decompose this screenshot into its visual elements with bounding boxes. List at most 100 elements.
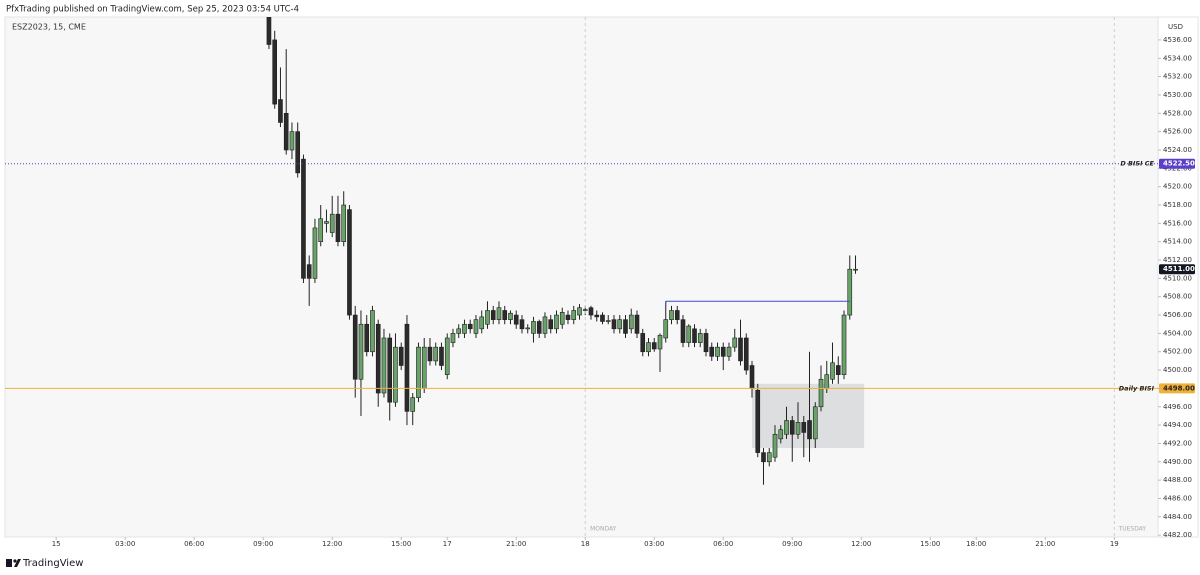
candle-body [404, 323, 410, 412]
last-price-tag [1159, 264, 1195, 275]
level-name: Daily BISI [1119, 384, 1155, 392]
candle-body [577, 307, 582, 316]
candle-body [657, 334, 663, 350]
price-axis [1157, 16, 1199, 538]
candle-body [427, 346, 433, 362]
candle-body [450, 333, 456, 343]
candle-body [651, 342, 657, 350]
candle-body [807, 420, 812, 440]
y-tick-label: 4534.00 [1163, 54, 1192, 62]
x-tick-label: 17 [443, 540, 452, 548]
y-tick-label: 4490.00 [1163, 458, 1192, 466]
y-tick-label: 4504.00 [1163, 329, 1192, 337]
candle-body [283, 112, 289, 151]
candle-body [347, 209, 352, 316]
candle-body [358, 323, 364, 380]
candle-body [525, 327, 531, 330]
candle-body [812, 406, 818, 440]
plot-area [4, 16, 1159, 538]
candle-body [789, 420, 795, 435]
candle-body [565, 314, 571, 320]
level-tag [1159, 383, 1195, 394]
x-tick-label: 12:00 [322, 540, 342, 548]
candle-body [519, 319, 525, 330]
x-tick-label: 09:00 [782, 540, 802, 548]
y-tick-label: 4488.00 [1163, 476, 1192, 484]
candle-body [289, 131, 295, 151]
candle-body [306, 264, 312, 279]
candle-body [720, 346, 726, 357]
y-tick-label: 4524.00 [1163, 146, 1192, 154]
x-tick-label: 15:00 [391, 540, 411, 548]
y-tick-label: 4528.00 [1163, 109, 1192, 117]
y-tick-label: 4508.00 [1163, 293, 1192, 301]
x-tick-label: 18:00 [966, 540, 986, 548]
x-tick-label: 12:00 [851, 540, 871, 548]
candle-body [824, 374, 830, 389]
x-tick-label: 15 [52, 540, 61, 548]
candle-body [818, 378, 824, 408]
candle-body [778, 429, 784, 440]
x-tick-label: 15:00 [920, 540, 940, 548]
candle-body [853, 268, 858, 271]
candle-body [370, 310, 375, 353]
candle-body [686, 325, 692, 343]
candle-body [335, 213, 341, 242]
candle-body [623, 319, 628, 334]
candle-body [312, 227, 318, 279]
x-tick-label: 09:00 [253, 540, 273, 548]
candle-body [755, 389, 761, 453]
y-tick-label: 4530.00 [1163, 91, 1192, 99]
candle-body [387, 337, 393, 403]
x-tick-label: 19 [1110, 540, 1119, 548]
candle-body [456, 328, 462, 334]
candle-body [582, 309, 588, 311]
candle-body [542, 316, 548, 334]
candle-body [801, 422, 807, 433]
candle-body [634, 314, 640, 334]
level-tag-label: 4498.00 [1163, 384, 1195, 392]
y-tick-label: 4484.00 [1163, 513, 1192, 521]
y-tick-label: 4502.00 [1163, 348, 1192, 356]
x-tick-label: 18 [581, 540, 590, 548]
x-tick-label: 06:00 [713, 540, 733, 548]
level-name: D BISI CE [1120, 160, 1154, 168]
candle-body [732, 337, 738, 348]
candle-body [439, 346, 444, 366]
candle-body [433, 346, 439, 362]
candle-body [600, 314, 605, 322]
candle-body [329, 213, 335, 233]
y-tick-label: 4516.00 [1163, 219, 1192, 227]
y-tick-label: 4512.00 [1163, 256, 1192, 264]
candle-body [605, 320, 611, 322]
candle-body [513, 314, 519, 325]
candle-body [738, 337, 743, 362]
candle-body [617, 319, 623, 330]
candle-body [646, 342, 651, 353]
y-tick-label: 4492.00 [1163, 439, 1192, 447]
y-tick-label: 4506.00 [1163, 311, 1192, 319]
candle-body [674, 310, 680, 320]
candle-body [743, 337, 749, 371]
candle-body [663, 319, 669, 339]
candle-body [278, 99, 283, 123]
candle-body [485, 310, 490, 325]
candle-body [559, 312, 565, 325]
candle-body [554, 314, 559, 330]
candle-body [830, 362, 835, 380]
candle-body [502, 310, 508, 320]
y-tick-label: 4514.00 [1163, 238, 1192, 246]
candle-body [496, 307, 502, 320]
candle-body [301, 158, 306, 279]
candle-body [761, 452, 766, 463]
candle-body [375, 323, 381, 394]
candle-body [548, 319, 554, 330]
candle-body [272, 39, 278, 105]
level-tag [1159, 158, 1195, 169]
candle-body [508, 312, 513, 320]
candle-body [669, 310, 674, 320]
header: PfxTrading published on TradingView.com,… [6, 5, 299, 15]
candle-body [324, 221, 329, 224]
candle-body [640, 333, 646, 353]
candle-body [795, 422, 801, 435]
